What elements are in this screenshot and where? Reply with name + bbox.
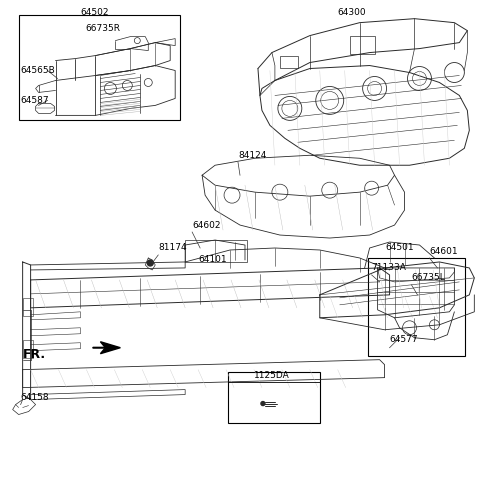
Text: 64601: 64601 xyxy=(430,248,458,256)
Text: 66735R: 66735R xyxy=(85,24,120,33)
Text: 64577: 64577 xyxy=(390,335,418,344)
Text: 64602: 64602 xyxy=(192,221,221,230)
Bar xyxy=(19,15,180,121)
Text: 81174: 81174 xyxy=(158,244,187,252)
Text: 64587: 64587 xyxy=(21,96,49,105)
Text: 64501: 64501 xyxy=(385,244,414,252)
Circle shape xyxy=(261,402,265,406)
Bar xyxy=(185,240,247,262)
Bar xyxy=(350,36,374,54)
Text: 64502: 64502 xyxy=(80,8,108,17)
Text: 84124: 84124 xyxy=(238,151,266,160)
Text: 71133A: 71133A xyxy=(372,263,407,272)
Bar xyxy=(228,372,320,424)
Circle shape xyxy=(147,260,153,266)
Text: 64158: 64158 xyxy=(21,393,49,402)
Bar xyxy=(280,56,298,67)
Text: 64565B: 64565B xyxy=(21,66,55,75)
Text: 64101: 64101 xyxy=(198,255,227,264)
Polygon shape xyxy=(100,342,120,354)
Bar xyxy=(23,340,33,358)
Text: 66735L: 66735L xyxy=(411,273,445,282)
Text: 64300: 64300 xyxy=(337,8,366,17)
Text: 1125DA: 1125DA xyxy=(254,371,290,380)
Text: FR.: FR. xyxy=(23,348,46,361)
Bar xyxy=(23,298,33,316)
Bar xyxy=(368,258,465,356)
